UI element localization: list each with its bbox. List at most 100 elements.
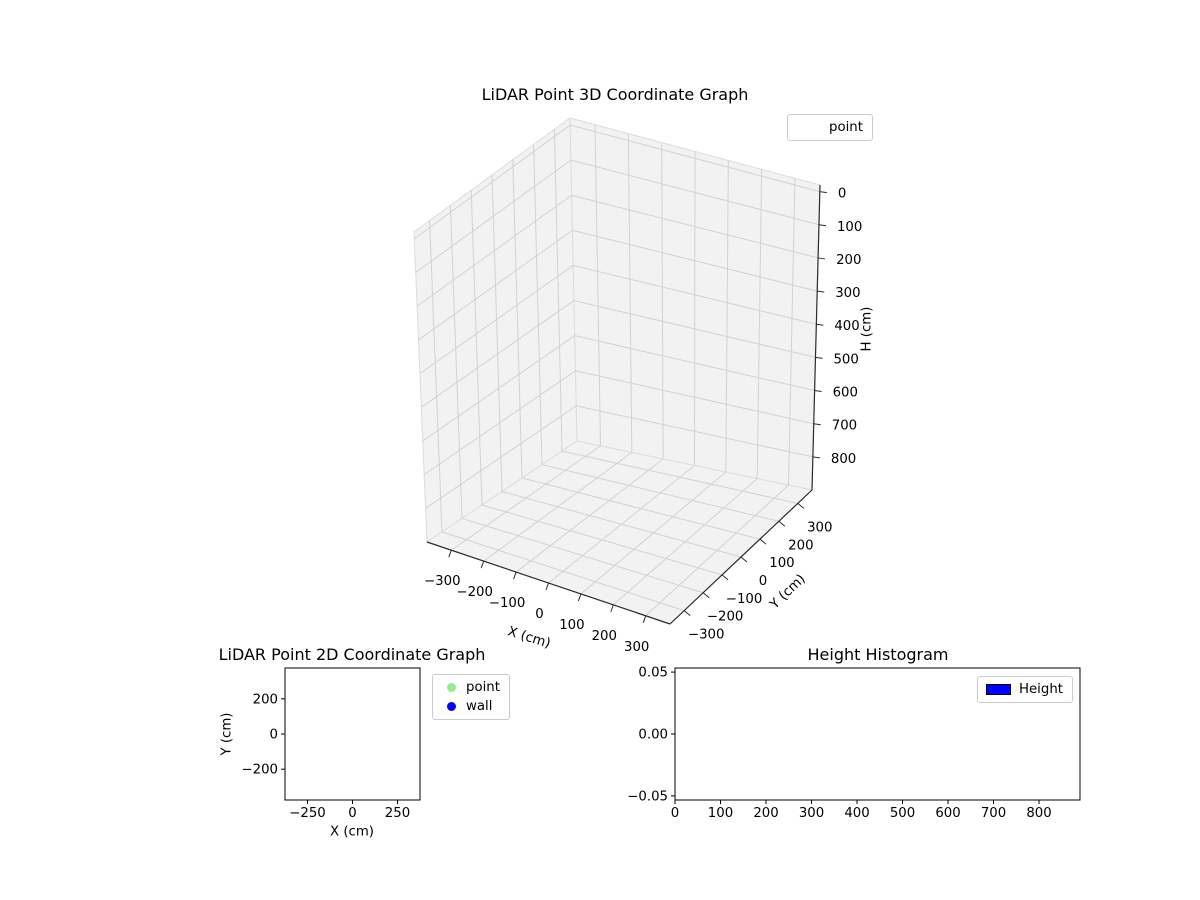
legend-label-wall: wall — [466, 699, 493, 714]
z-tick-3d — [816, 323, 824, 326]
gridline-z — [415, 159, 572, 273]
legend-entry-point: point — [795, 119, 863, 136]
x-tick-label-3d: 200 — [592, 629, 617, 644]
y-tick-3d — [759, 538, 767, 545]
z-tick-3d — [814, 390, 822, 393]
gridline-z — [575, 370, 814, 425]
gridline-z — [419, 265, 574, 374]
z-axis-line-3d — [811, 184, 821, 491]
x-tick-3d — [610, 604, 614, 613]
histogram-y-tick-label: −0.05 — [627, 789, 668, 804]
histogram-x-tick-label: 0 — [671, 806, 679, 821]
legend-entry-point: point — [440, 679, 500, 696]
z-tick-label-3d: 300 — [835, 286, 860, 301]
legend-label-point: point — [466, 680, 500, 695]
z-tick-3d — [818, 257, 826, 260]
y-tick-label-3d: −100 — [726, 592, 763, 607]
gridline-y — [533, 144, 543, 465]
y-tick-label-3d: 100 — [769, 556, 794, 571]
plot2d-xaxis-label: X (cm) — [330, 824, 374, 840]
x-tick-3d — [545, 582, 549, 591]
x-tick-label-3d: −200 — [456, 585, 493, 600]
histogram-x-tick-label: 400 — [844, 806, 869, 821]
gridline-z — [570, 124, 820, 193]
z-tick-3d — [818, 224, 827, 227]
gridline-x — [515, 458, 664, 573]
y-tick-3d — [797, 503, 805, 509]
y-tick-label-3d: 200 — [788, 538, 813, 553]
y-tick-3d — [778, 520, 786, 527]
gridline-y — [553, 129, 563, 452]
plot2d-x-tick-label: 0 — [348, 806, 356, 821]
plot3d-title: LiDAR Point 3D Coordinate Graph — [481, 85, 749, 104]
y-tick-label-3d: −200 — [707, 610, 744, 625]
gridline-z — [421, 300, 575, 408]
gridline-z — [418, 229, 573, 341]
plot2d-y-tick-label: −200 — [241, 763, 278, 778]
x-tick-3d — [480, 560, 485, 569]
gridline-z — [572, 229, 818, 292]
histogram-x-tick-label: 200 — [753, 806, 778, 821]
x-tick-3d — [577, 593, 582, 602]
gridline-y — [449, 205, 463, 519]
z-tick-label-3d: 200 — [836, 253, 861, 268]
gridline-x — [483, 452, 633, 562]
plot2d-legend: point wall — [432, 674, 510, 720]
y-tick-label-3d: −300 — [688, 628, 725, 643]
gridline-x — [756, 169, 763, 479]
gridline-z — [422, 335, 576, 442]
plot3d-legend: point — [787, 114, 873, 141]
gridline-x — [725, 160, 729, 473]
plot2d-y-tick-label: 0 — [270, 728, 278, 743]
z-tick-label-3d: 800 — [831, 452, 856, 467]
plot2d-title: LiDAR Point 2D Coordinate Graph — [218, 645, 486, 664]
z-tick-label-3d: 700 — [832, 419, 857, 434]
x-tick-label-3d: 100 — [559, 618, 584, 633]
z-tick-label-3d: 600 — [833, 386, 858, 401]
gridline-z — [423, 370, 576, 476]
gridline-z — [576, 405, 813, 458]
wall-marker-icon — [447, 702, 456, 711]
gridline-z — [425, 405, 577, 509]
histogram-x-tick-label: 800 — [1026, 806, 1051, 821]
z-tick-label-3d: 100 — [837, 220, 862, 235]
x-tick-label-3d: −100 — [489, 596, 526, 611]
gridline-z — [573, 300, 816, 358]
histogram-x-tick-label: 500 — [890, 806, 915, 821]
gridline-x — [580, 471, 727, 595]
legend-label-point: point — [829, 120, 863, 135]
histogram-x-tick-label: 700 — [981, 806, 1006, 821]
gridline-x — [594, 124, 601, 446]
z-tick-3d — [819, 191, 827, 194]
histogram-x-tick-label: 100 — [708, 806, 733, 821]
plot2d-x-tick-label: 250 — [385, 806, 410, 821]
legend-entry-height: Height — [985, 681, 1063, 698]
x-tick-label-3d: 0 — [535, 607, 543, 622]
z-tick-3d — [817, 290, 825, 293]
z-tick-label-3d: 400 — [834, 319, 859, 334]
gridline-x — [788, 178, 796, 486]
empty-marker-icon — [795, 123, 821, 133]
histogram-title: Height Histogram — [807, 645, 949, 664]
z-tick-3d — [815, 356, 823, 359]
gridline-z — [574, 335, 815, 392]
gridline-x — [612, 478, 758, 606]
gridline-z — [570, 159, 820, 226]
x-tick-3d — [642, 615, 647, 623]
legend-label-height: Height — [1019, 682, 1063, 697]
gridline-x — [548, 465, 695, 584]
z-tick-label-3d: 0 — [838, 187, 846, 202]
y-tick-3d — [740, 556, 748, 563]
y-tick-label-3d: 300 — [807, 520, 832, 535]
legend-entry-wall: wall — [440, 698, 500, 715]
histogram-x-tick-label: 300 — [799, 806, 824, 821]
height-bar-icon — [986, 684, 1011, 695]
gridline-z — [413, 124, 571, 240]
gridline-y — [512, 159, 523, 479]
plot2d-x-tick-label: −250 — [289, 806, 326, 821]
x-tick-3d — [448, 550, 452, 558]
gridline-x — [451, 445, 601, 551]
plot2d-frame — [284, 667, 421, 801]
